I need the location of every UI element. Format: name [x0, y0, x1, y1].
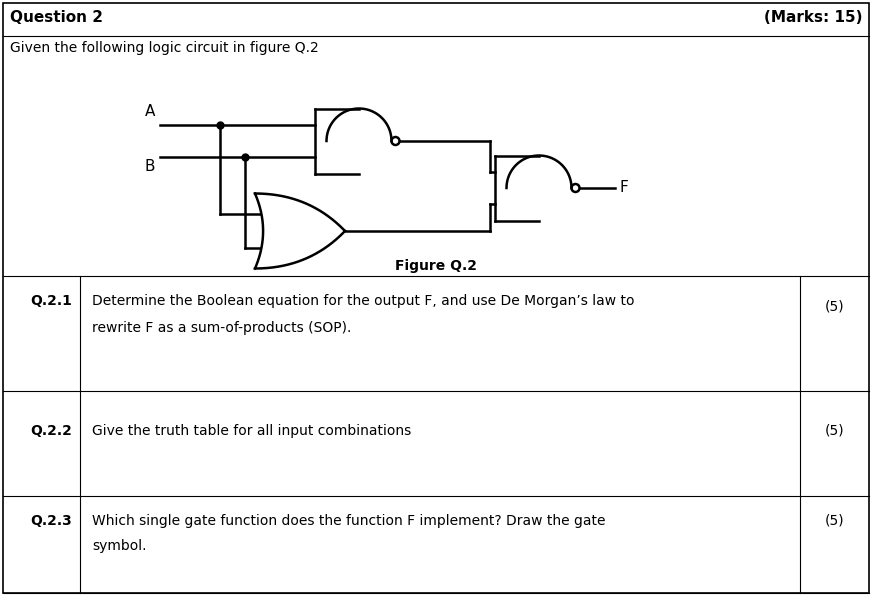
Text: Figure Q.2: Figure Q.2: [395, 259, 477, 273]
Text: Given the following logic circuit in figure Q.2: Given the following logic circuit in fig…: [10, 41, 319, 55]
Text: (5): (5): [825, 299, 845, 313]
Text: A: A: [145, 104, 155, 119]
Text: (5): (5): [825, 514, 845, 528]
Text: rewrite F as a sum-of-products (SOP).: rewrite F as a sum-of-products (SOP).: [92, 321, 351, 335]
Text: (Marks: 15): (Marks: 15): [764, 11, 862, 26]
Text: Q.2.2: Q.2.2: [31, 424, 72, 438]
Text: Q.2.3: Q.2.3: [31, 514, 72, 528]
Text: B: B: [145, 159, 155, 174]
Text: Determine the Boolean equation for the output F, and use De Morgan’s law to: Determine the Boolean equation for the o…: [92, 294, 635, 308]
Text: Question 2: Question 2: [10, 11, 103, 26]
Text: Which single gate function does the function F implement? Draw the gate: Which single gate function does the func…: [92, 514, 605, 528]
Text: Give the truth table for all input combinations: Give the truth table for all input combi…: [92, 424, 412, 438]
Text: F: F: [619, 181, 628, 195]
Text: Q.2.1: Q.2.1: [31, 294, 72, 308]
Text: symbol.: symbol.: [92, 539, 146, 553]
Text: (5): (5): [825, 424, 845, 438]
